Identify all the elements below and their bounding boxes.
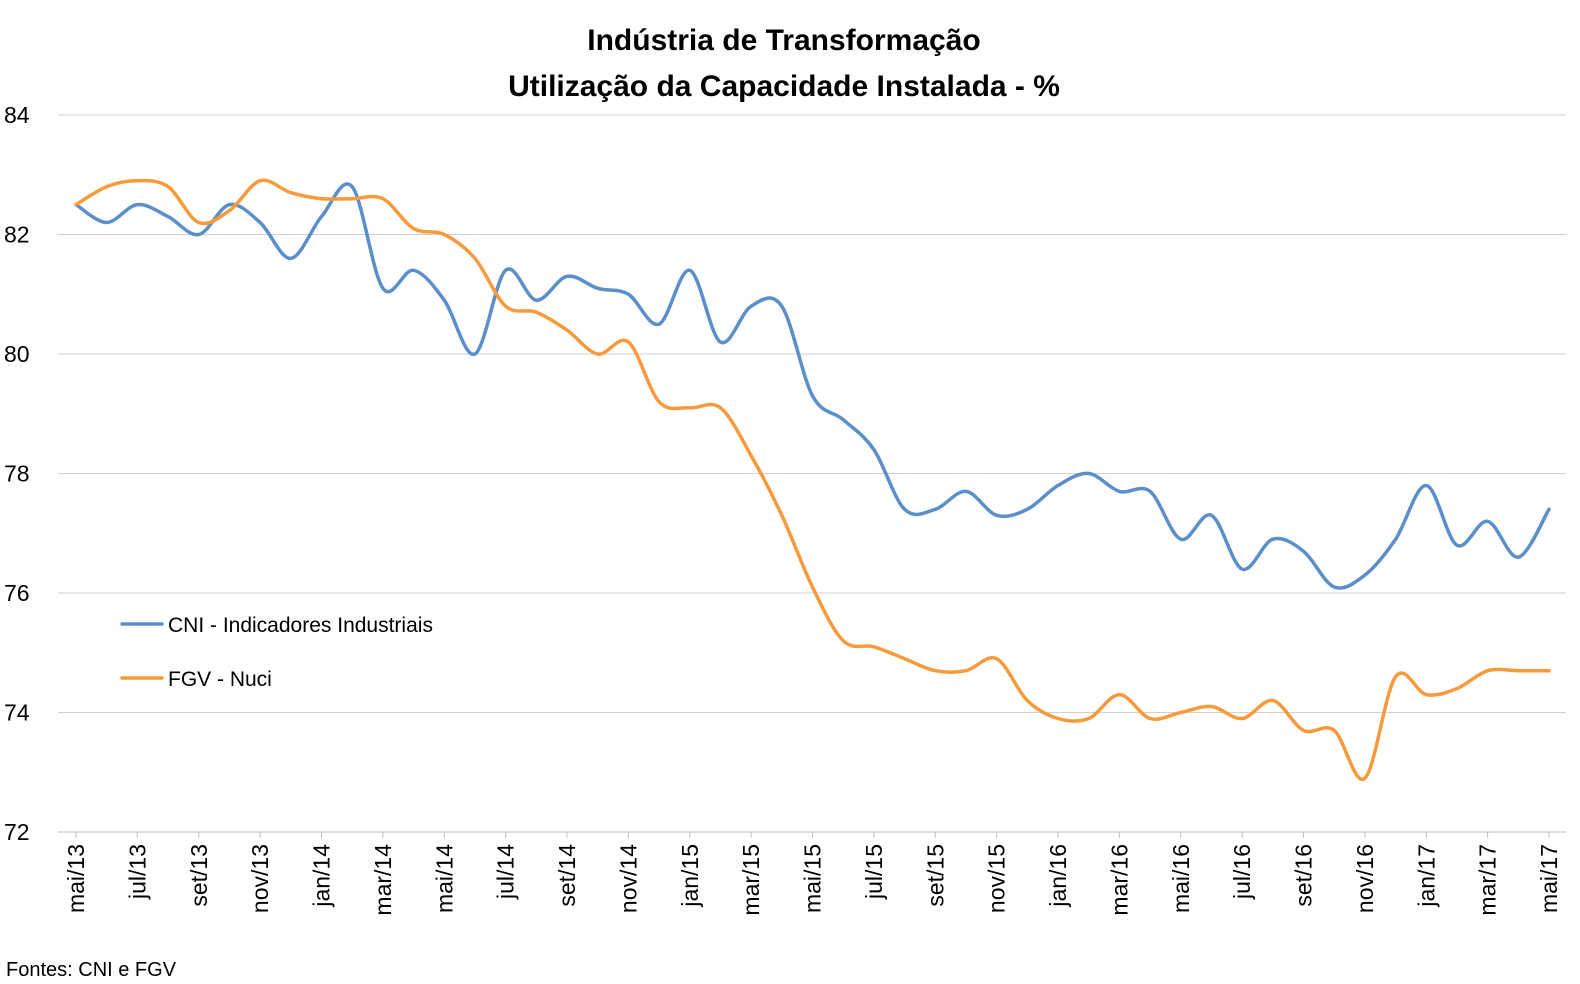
y-tick-label: 80 [4, 341, 30, 367]
x-tick-label: jul/14 [493, 844, 519, 900]
series-line-cni [74, 182, 1551, 590]
x-tick-label: set/15 [922, 844, 948, 907]
x-tick-label: jul/16 [1229, 844, 1255, 900]
x-tick-label: mar/17 [1475, 844, 1501, 916]
x-tick-label: mai/15 [800, 844, 826, 913]
series-line-fgv [74, 178, 1551, 781]
x-tick-label: set/13 [186, 844, 212, 907]
x-tick-label: mai/13 [63, 844, 89, 913]
x-tick-label: mai/14 [431, 844, 457, 913]
x-tick-label: jan/16 [1045, 844, 1071, 908]
series-lines [74, 178, 1551, 781]
x-tick-label: set/14 [554, 844, 580, 907]
legend-label: FGV - Nuci [168, 668, 272, 691]
y-tick-label: 72 [4, 819, 30, 845]
x-tick-label: jan/15 [677, 844, 703, 908]
x-tick-label: mar/15 [738, 844, 764, 916]
y-tick-label: 76 [4, 580, 30, 606]
x-tick-label: mai/17 [1536, 844, 1562, 913]
x-tick-label: mai/16 [1168, 844, 1194, 913]
x-tick-label: nov/15 [984, 844, 1010, 913]
x-tick-label: mar/16 [1106, 844, 1132, 916]
source-note: Fontes: CNI e FGV [6, 959, 177, 981]
chart-subtitle: Utilização da Capacidade Instalada - % [508, 70, 1060, 103]
x-tick-label: jan/14 [309, 844, 335, 908]
y-tick-label: 84 [4, 102, 30, 128]
x-tick-label: mar/14 [370, 844, 396, 916]
x-axis: mai/13 jul/13 set/13 nov/13 jan/14 mar/14 mai/… [58, 831, 1566, 916]
x-tick-label: nov/13 [247, 844, 273, 913]
y-tick-label: 74 [4, 700, 30, 726]
chart-title: Indústria de Transformação [587, 24, 980, 57]
legend: CNI - Indicadores Industriais FGV - Nuci [120, 614, 433, 691]
x-tick-label: jan/17 [1413, 844, 1439, 908]
y-tick-label: 78 [4, 461, 30, 487]
x-tick-label: jul/13 [124, 844, 150, 900]
legend-label: CNI - Indicadores Industriais [168, 614, 433, 637]
y-tick-label: 82 [4, 222, 30, 248]
x-tick-label: set/16 [1291, 844, 1317, 907]
gridlines [58, 114, 1566, 833]
x-tick-label: nov/16 [1352, 844, 1378, 913]
x-tick-label: jul/15 [861, 844, 887, 900]
y-axis: 72 74 76 78 80 82 84 [4, 102, 30, 845]
x-tick-label: nov/14 [615, 844, 641, 913]
